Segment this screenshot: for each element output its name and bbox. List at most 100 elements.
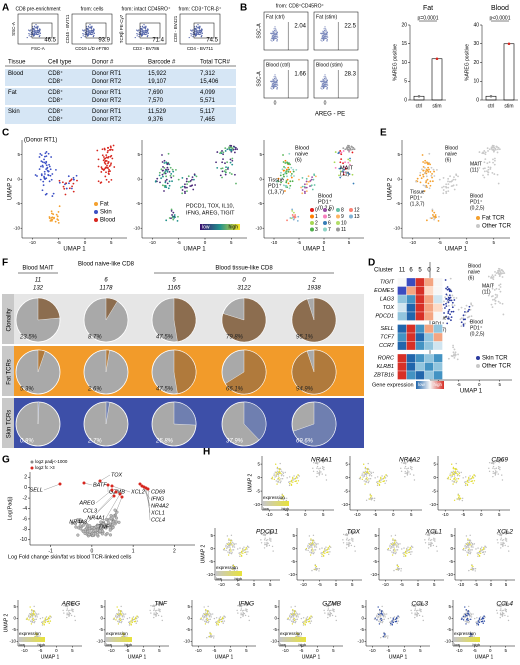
heatmap-cell (406, 303, 416, 313)
table-header: Barcode # (148, 60, 176, 66)
umap-cell (477, 552, 479, 554)
gene-point-highlight (114, 490, 118, 494)
umap-cell (109, 145, 112, 148)
umap-cell (283, 165, 285, 168)
flow-event (134, 36, 136, 39)
legend-swatch (310, 214, 314, 219)
umap-cell (309, 179, 312, 182)
umap-cell (505, 540, 508, 542)
umap-cell (464, 481, 466, 483)
umap-cell (306, 616, 309, 618)
x-tick-label: 0 (142, 648, 145, 653)
umap-cell (129, 621, 131, 623)
umap-cell (447, 304, 450, 307)
group-title: Blood tissue-like CD8 (215, 266, 273, 272)
umap-cell (378, 479, 381, 482)
umap-cell (282, 169, 285, 172)
umap-cell (231, 159, 234, 162)
umap-cell (233, 544, 236, 546)
umap-cell (226, 535, 229, 537)
umap-cell (325, 605, 328, 607)
heatmap-cell (433, 332, 443, 342)
umap-cell (365, 475, 368, 477)
umap-cell (384, 614, 386, 616)
umap-cell (213, 635, 215, 637)
umap-cell (228, 545, 230, 547)
table-cell: Donor RT1 (92, 71, 122, 77)
umap-cell (293, 619, 296, 622)
umap-cell (284, 172, 287, 175)
umap-cell (464, 616, 467, 618)
umap-cell (470, 549, 472, 551)
umap-cell (239, 555, 241, 557)
umap-cell (200, 617, 202, 619)
gene-label: IFNG (151, 496, 165, 502)
umap-cell (267, 532, 269, 534)
umap-cell (503, 612, 505, 615)
umap-cell (276, 473, 278, 476)
umap-cell (314, 462, 317, 464)
flow-event (141, 32, 144, 34)
umap-cell (349, 157, 351, 160)
gene-label: SELL (381, 326, 394, 332)
umap-cell (72, 182, 75, 185)
flow-event (86, 31, 89, 33)
umap-cell (318, 471, 321, 474)
umap-cell (499, 271, 502, 274)
flow-event (195, 33, 197, 35)
umap-cell (282, 184, 285, 187)
gene-point (113, 508, 117, 512)
umap-cell (380, 481, 382, 483)
umap-cell (377, 480, 379, 483)
umap-cell (465, 612, 467, 614)
cluster-annotation: MAIT (470, 161, 482, 167)
umap-cell (417, 609, 419, 612)
umap-cell (403, 553, 405, 556)
umap-cell (279, 471, 281, 473)
umap-cell (464, 484, 467, 487)
x-tick-label: -5 (386, 648, 390, 653)
umap-cell (40, 165, 42, 168)
umap-cell (230, 173, 233, 175)
umap-cell (449, 478, 452, 481)
umap-cell (310, 538, 312, 540)
umap-cell (315, 569, 318, 571)
flow-event (322, 82, 324, 84)
umap-cell (240, 552, 243, 554)
umap-cell (277, 480, 279, 482)
flow-event (276, 36, 279, 38)
cluster-annotation: Blood (318, 193, 332, 199)
flow-event (324, 36, 326, 38)
umap-cell (453, 472, 455, 474)
umap-cell (310, 178, 313, 181)
x-tick-label: -5 (297, 240, 301, 245)
flow-event (270, 85, 273, 87)
flow-event (325, 32, 327, 34)
umap-cell (216, 151, 219, 153)
flow-event (274, 84, 276, 86)
umap-cell (49, 174, 52, 177)
umap-cell (35, 632, 37, 634)
y-tick-label: 5 (257, 461, 260, 466)
umap-cell (222, 622, 224, 624)
umap-cell (297, 614, 299, 616)
gene-point (70, 521, 74, 525)
umap-cell (292, 619, 294, 621)
flow-event (90, 33, 93, 36)
y-tick-label: 5 (259, 152, 262, 157)
umap-cell (171, 214, 173, 216)
umap-cell (290, 166, 293, 169)
umap-cell (121, 612, 124, 614)
umap-cell (413, 474, 415, 476)
umap-cell (334, 615, 337, 617)
flow-event (196, 28, 198, 30)
umap-cell (445, 302, 447, 305)
umap-cell (368, 480, 370, 482)
umap-cell (289, 170, 292, 173)
flow-event (90, 31, 93, 33)
umap-cell (468, 308, 470, 311)
umap-cell (296, 615, 298, 617)
umap-cell (497, 533, 499, 536)
umap-cell (134, 618, 136, 620)
umap-cell (151, 605, 154, 607)
